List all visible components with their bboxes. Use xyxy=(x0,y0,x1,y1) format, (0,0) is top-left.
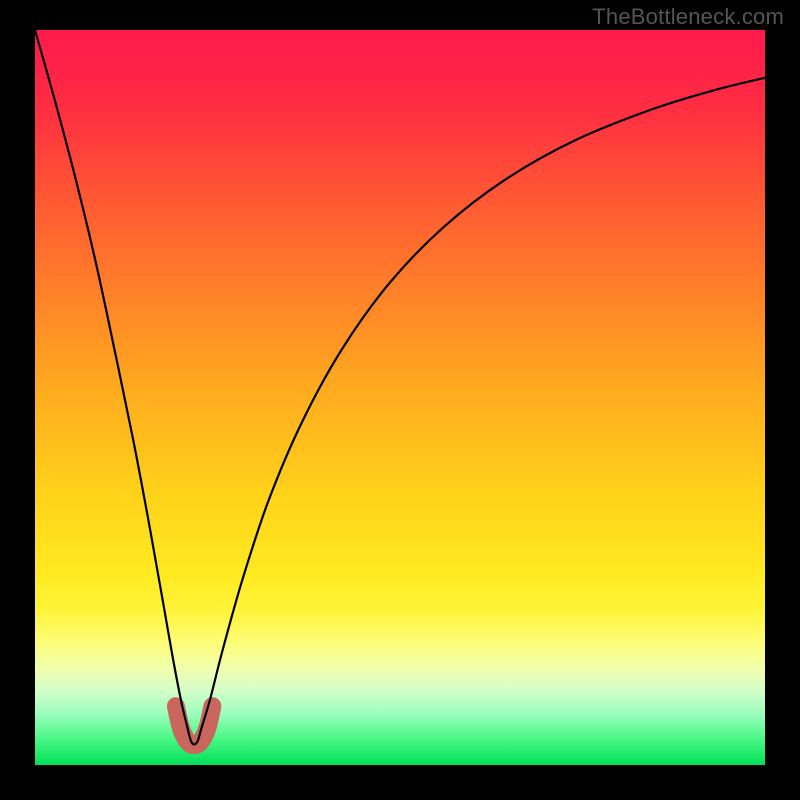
frame-left xyxy=(0,0,35,800)
plot-area xyxy=(35,30,765,765)
frame-right xyxy=(765,0,800,800)
curve-layer xyxy=(35,30,765,765)
watermark-text: TheBottleneck.com xyxy=(592,4,784,30)
frame-bottom xyxy=(0,765,800,800)
bottleneck-curve xyxy=(35,30,765,744)
